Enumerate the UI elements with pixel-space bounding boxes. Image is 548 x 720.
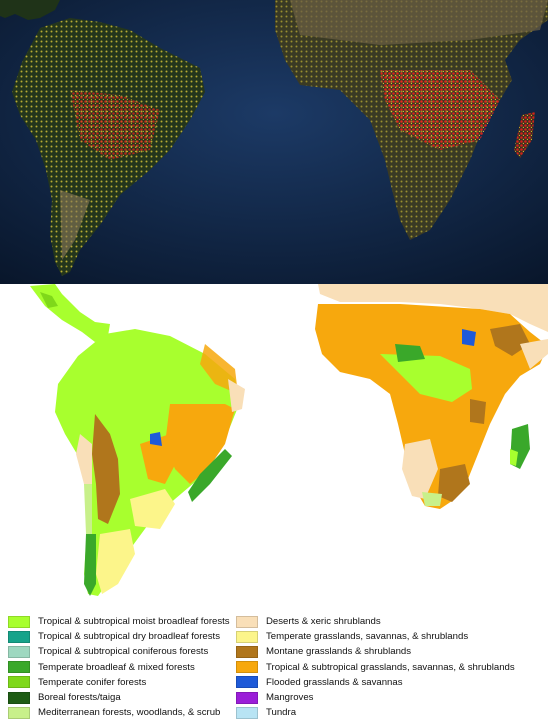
legend-item: Tundra [236,705,515,720]
legend-swatch [236,645,258,658]
legend-item: Mangroves [236,690,515,705]
legend-label: Mediterranean forests, woodlands, & scru… [38,707,221,719]
legend-label: Temperate conifer forests [38,676,147,688]
legend-label: Mangroves [266,692,314,704]
legend-swatch [236,676,258,689]
legend-item: Temperate conifer forests [8,675,230,690]
legend-item: Boreal forests/taiga [8,690,230,705]
legend-column-left: Tropical & subtropical moist broadleaf f… [8,614,230,720]
legend-label: Montane grasslands & shrublands [266,646,412,658]
legend-label: Flooded grasslands & savannas [266,676,403,688]
legend-swatch [8,676,30,689]
legend-label: Tundra [266,707,297,719]
legend-swatch [8,630,30,643]
legend-label: Tropical & subtropical moist broadleaf f… [38,616,230,628]
legend-item: Temperate grasslands, savannas, & shrubl… [236,629,515,644]
legend-item: Montane grasslands & shrublands [236,644,515,659]
legend-swatch [236,706,258,719]
legend-column-right: Deserts & xeric shrublands Temperate gra… [236,614,515,720]
legend-label: Temperate grasslands, savannas, & shrubl… [266,631,469,643]
legend-item: Mediterranean forests, woodlands, & scru… [8,705,230,720]
legend-swatch [236,661,258,674]
legend-item: Flooded grasslands & savannas [236,675,515,690]
legend-swatch [236,691,258,704]
legend-item: Tropical & subtropical grasslands, savan… [236,660,515,675]
legend-swatch [236,630,258,643]
legend: Tropical & subtropical moist broadleaf f… [0,606,548,720]
legend-label: Tropical & subtropical coniferous forest… [38,646,209,658]
legend-label: Temperate broadleaf & mixed forests [38,661,195,673]
legend-item: Temperate broadleaf & mixed forests [8,660,230,675]
legend-swatch [8,706,30,719]
legend-swatch [8,645,30,658]
legend-swatch [236,615,258,628]
satellite-map-image [0,0,548,284]
biome-map-image [30,284,548,596]
legend-swatch [8,661,30,674]
biome-map [0,284,548,606]
legend-item: Deserts & xeric shrublands [236,614,515,629]
legend-item: Tropical & subtropical dry broadleaf for… [8,629,230,644]
legend-label: Deserts & xeric shrublands [266,616,381,628]
legend-swatch [8,691,30,704]
legend-item: Tropical & subtropical moist broadleaf f… [8,614,230,629]
legend-label: Tropical & subtropical grasslands, savan… [266,661,515,673]
legend-label: Boreal forests/taiga [38,692,121,704]
legend-item: Tropical & subtropical coniferous forest… [8,644,230,659]
legend-label: Tropical & subtropical dry broadleaf for… [38,631,221,643]
satellite-fire-map [0,0,548,284]
legend-swatch [8,615,30,628]
